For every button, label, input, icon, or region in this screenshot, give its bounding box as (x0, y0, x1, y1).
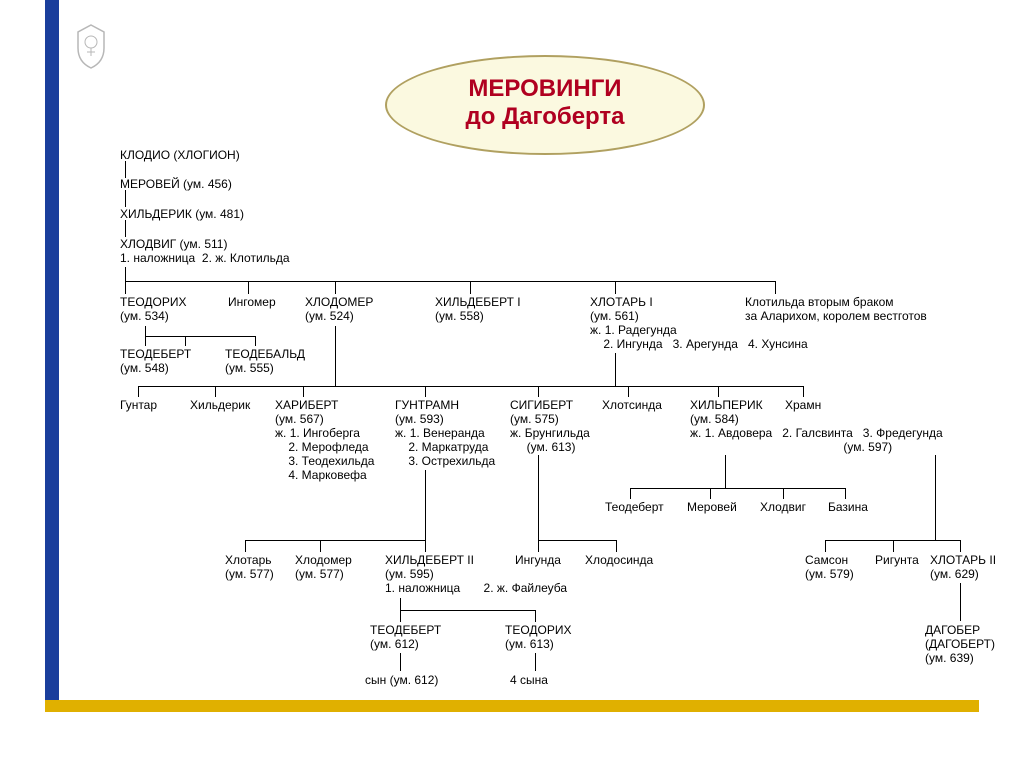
tree-connector (630, 488, 845, 489)
tree-connector (616, 540, 617, 552)
tree-connector (425, 540, 426, 552)
tree-connector (335, 326, 336, 386)
tree-connector (775, 281, 776, 294)
tree-node-ingunda: Ингунда (515, 553, 561, 567)
tree-node-guntar: Гунтар (120, 398, 157, 412)
tree-connector (630, 488, 631, 499)
tree-connector (138, 386, 139, 397)
tree-node-klotilda: Клотильда вторым браком за Аларихом, кор… (745, 295, 927, 323)
tree-node-hildeb1: ХИЛЬДЕБЕРТ I (ум. 558) (435, 295, 521, 323)
tree-node-hlodvig2: Хлодвиг (760, 500, 806, 514)
tree-connector (825, 540, 826, 552)
tree-node-dagober: ДАГОБЕР (ДАГОБЕРТ) (ум. 639) (925, 623, 995, 665)
tree-node-haribert: ХАРИБЕРТ (ум. 567) ж. 1. Ингоберга 2. Ме… (275, 398, 374, 482)
tree-connector (335, 281, 336, 294)
tree-node-bazina: Базина (828, 500, 868, 514)
tree-connector (538, 455, 539, 540)
tree-node-hild: ХИЛЬДЕРИК (ум. 481) (120, 207, 244, 221)
tree-connector (215, 386, 216, 397)
tree-connector (960, 540, 961, 552)
tree-connector (615, 353, 616, 386)
tree-node-hlodvig: ХЛОДВИГ (ум. 511) 1. наложница 2. ж. Кло… (120, 237, 290, 265)
frame-left-bar (45, 0, 59, 700)
tree-connector (960, 583, 961, 621)
tree-connector (783, 488, 784, 499)
tree-node-hlodos: Хлодосинда (585, 553, 653, 567)
tree-connector (845, 488, 846, 499)
tree-node-sigibert: СИГИБЕРТ (ум. 575) ж. Брунгильда (ум. 61… (510, 398, 590, 454)
tree-node-teodebald: ТЕОДЕБАЛЬД (ум. 555) (225, 347, 305, 375)
tree-node-hlotar_s: Хлотарь (ум. 577) (225, 553, 274, 581)
tree-node-guntramn: ГУНТРАМН (ум. 593) ж. 1. Венеранда 2. Ма… (395, 398, 495, 468)
tree-node-klodio: КЛОДИО (ХЛОГИОН) (120, 148, 240, 162)
tree-connector (535, 610, 536, 622)
tree-node-teodorih2: ТЕОДОРИХ (ум. 613) (505, 623, 572, 651)
tree-connector (125, 281, 775, 282)
tree-connector (535, 653, 536, 671)
tree-connector (425, 386, 426, 397)
tree-connector (400, 610, 535, 611)
tree-connector (538, 540, 616, 541)
tree-connector (185, 336, 186, 346)
tree-node-teodeb3: Теодеберт (605, 500, 664, 514)
tree-node-teodorih: ТЕОДОРИХ (ум. 534) (120, 295, 187, 323)
tree-node-hlotar2: ХЛОТАРЬ II (ум. 629) (930, 553, 996, 581)
title-line1: МЕРОВИНГИ (387, 75, 703, 103)
tree-connector (893, 540, 894, 552)
tree-connector (425, 470, 426, 540)
tree-connector (935, 455, 936, 540)
tree-connector (248, 281, 249, 294)
tree-node-hlodomer: ХЛОДОМЕР (ум. 524) (305, 295, 373, 323)
diagram-title: МЕРОВИНГИ до Дагоберта (385, 55, 705, 155)
tree-connector (125, 190, 126, 207)
tree-connector (125, 267, 126, 281)
tree-connector (470, 281, 471, 294)
tree-node-hilderik2: Хильдерик (190, 398, 250, 412)
tree-connector (303, 386, 803, 387)
tree-connector (125, 220, 126, 237)
tree-connector (538, 540, 539, 552)
tree-connector (400, 598, 401, 610)
title-line2: до Дагоберта (387, 103, 703, 131)
tree-connector (400, 653, 401, 671)
tree-connector (400, 610, 401, 622)
tree-node-rigunta: Ригунта (875, 553, 919, 567)
tree-node-4syna: 4 сына (510, 673, 548, 687)
tree-connector (718, 386, 719, 397)
tree-connector (125, 281, 126, 294)
tree-connector (710, 488, 711, 499)
tree-connector (255, 336, 256, 346)
frame-bottom-bar (45, 700, 979, 712)
tree-node-teodeb4: ТЕОДЕБЕРТ (ум. 612) (370, 623, 441, 651)
tree-node-ingomer: Ингомер (228, 295, 276, 309)
tree-connector (628, 386, 629, 397)
tree-node-merovei: МЕРОВЕЙ (ум. 456) (120, 177, 232, 191)
tree-connector (538, 386, 539, 397)
tree-connector (245, 540, 246, 552)
tree-node-hramn: Храмн (785, 398, 821, 412)
tree-connector (725, 455, 726, 488)
tree-node-samson: Самсон (ум. 579) (805, 553, 854, 581)
tree-node-hlotsinda: Хлотсинда (602, 398, 662, 412)
tree-connector (145, 336, 255, 337)
tree-connector (303, 386, 304, 397)
tree-connector (245, 540, 425, 541)
tree-connector (803, 386, 804, 397)
tree-connector (615, 281, 616, 294)
tree-connector (320, 540, 321, 552)
tree-node-hlodom_s: Хлодомер (ум. 577) (295, 553, 352, 581)
tree-node-teodebert: ТЕОДЕБЕРТ (ум. 548) (120, 347, 191, 375)
tree-node-merovei2: Меровей (687, 500, 737, 514)
tree-connector (125, 161, 126, 178)
tree-node-syn: сын (ум. 612) (365, 673, 438, 687)
